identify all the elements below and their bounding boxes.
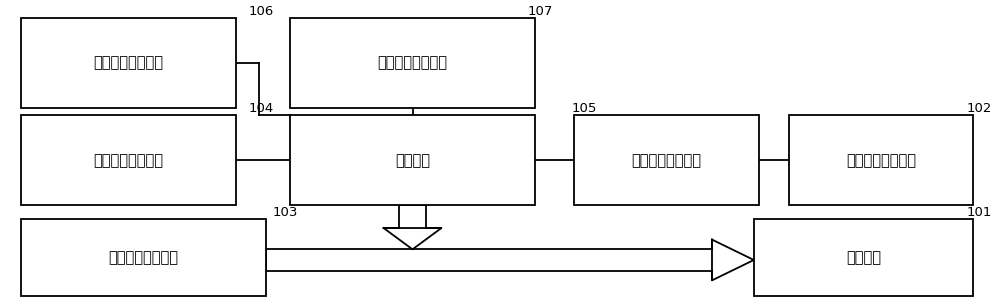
Text: 第三视觉检测设备: 第三视觉检测设备 [93,56,163,71]
Text: 104: 104 [249,103,274,115]
Text: 105: 105 [571,103,597,115]
Text: 第一视觉检测设备: 第一视觉检测设备 [846,153,916,168]
Text: 103: 103 [272,206,298,219]
FancyBboxPatch shape [290,18,535,108]
FancyBboxPatch shape [574,115,759,205]
Text: 107: 107 [528,5,553,18]
Text: 第四视觉检测设备: 第四视觉检测设备 [378,56,448,71]
Text: 102: 102 [966,103,992,115]
FancyBboxPatch shape [21,115,236,205]
FancyBboxPatch shape [21,18,236,108]
Text: 第一夹具: 第一夹具 [846,250,881,265]
Text: 第一视觉检测设备: 第一视觉检测设备 [632,153,702,168]
FancyBboxPatch shape [21,219,266,297]
FancyBboxPatch shape [789,115,973,205]
Text: 第一物料提供装置: 第一物料提供装置 [108,250,178,265]
FancyBboxPatch shape [290,115,535,205]
Text: 106: 106 [249,5,274,18]
FancyBboxPatch shape [754,219,973,297]
Text: 第二视觉检测设备: 第二视觉检测设备 [93,153,163,168]
Text: 执行设备: 执行设备 [395,153,430,168]
Text: 101: 101 [966,206,992,219]
